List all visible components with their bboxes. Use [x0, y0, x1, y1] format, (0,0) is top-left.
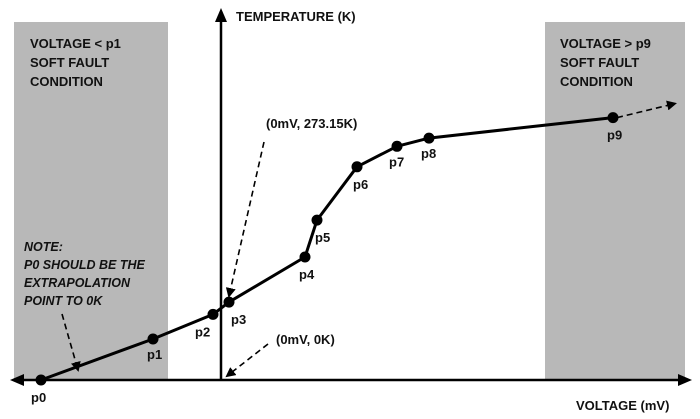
point-label-p5: p5: [315, 230, 330, 245]
right-region-line-2: SOFT FAULT: [560, 55, 639, 70]
x-axis-arrow-right: [678, 374, 692, 386]
data-point-p8: [423, 132, 435, 144]
p3-annotation-leader: [225, 141, 265, 298]
origin-annotation-leader: [225, 343, 269, 378]
data-point-p7: [391, 140, 403, 152]
point-label-p1: p1: [147, 347, 162, 362]
soft-fault-region-right: [545, 22, 685, 380]
note-line-3: EXTRAPOLATION: [24, 276, 131, 290]
data-point-p1: [147, 333, 159, 345]
soft-fault-region-left: [14, 22, 168, 380]
x-axis-arrow-left: [10, 374, 24, 386]
point-label-p2: p2: [195, 324, 210, 339]
point-label-p3: p3: [231, 312, 246, 327]
p3-coordinate-annotation: (0mV, 273.15K): [266, 116, 357, 131]
note-line-4: POINT TO 0K: [24, 294, 103, 308]
data-point-p9: [607, 112, 619, 124]
y-axis-title: TEMPERATURE (K): [236, 9, 356, 24]
right-region-line-3: CONDITION: [560, 74, 633, 89]
left-region-line-1: VOLTAGE < p1: [30, 36, 121, 51]
point-label-p4: p4: [299, 267, 315, 282]
note-line-1: NOTE:: [24, 240, 63, 254]
origin-coordinate-annotation: (0mV, 0K): [276, 332, 335, 347]
data-point-p6: [351, 161, 363, 173]
point-label-p6: p6: [353, 177, 368, 192]
data-point-p5: [311, 214, 323, 226]
point-label-p9: p9: [607, 128, 622, 143]
left-region-line-2: SOFT FAULT: [30, 55, 109, 70]
y-axis-arrow-up: [215, 8, 227, 22]
note-line-2: P0 SHOULD BE THE: [24, 258, 146, 272]
series-line: [40, 116, 614, 382]
point-label-p8: p8: [421, 146, 436, 161]
left-region-line-3: CONDITION: [30, 74, 103, 89]
data-point-p4: [299, 251, 311, 263]
data-point-p2: [207, 308, 219, 320]
data-point-p0: [35, 374, 47, 386]
right-region-line-1: VOLTAGE > p9: [560, 36, 651, 51]
series-layer: p0 p1 p2 p3 p4 p5 p6 p7 p8 p9: [31, 100, 677, 405]
x-axis-title: VOLTAGE (mV): [576, 398, 669, 413]
point-label-p0: p0: [31, 390, 46, 405]
data-point-p3: [223, 296, 235, 308]
point-label-p7: p7: [389, 154, 404, 169]
